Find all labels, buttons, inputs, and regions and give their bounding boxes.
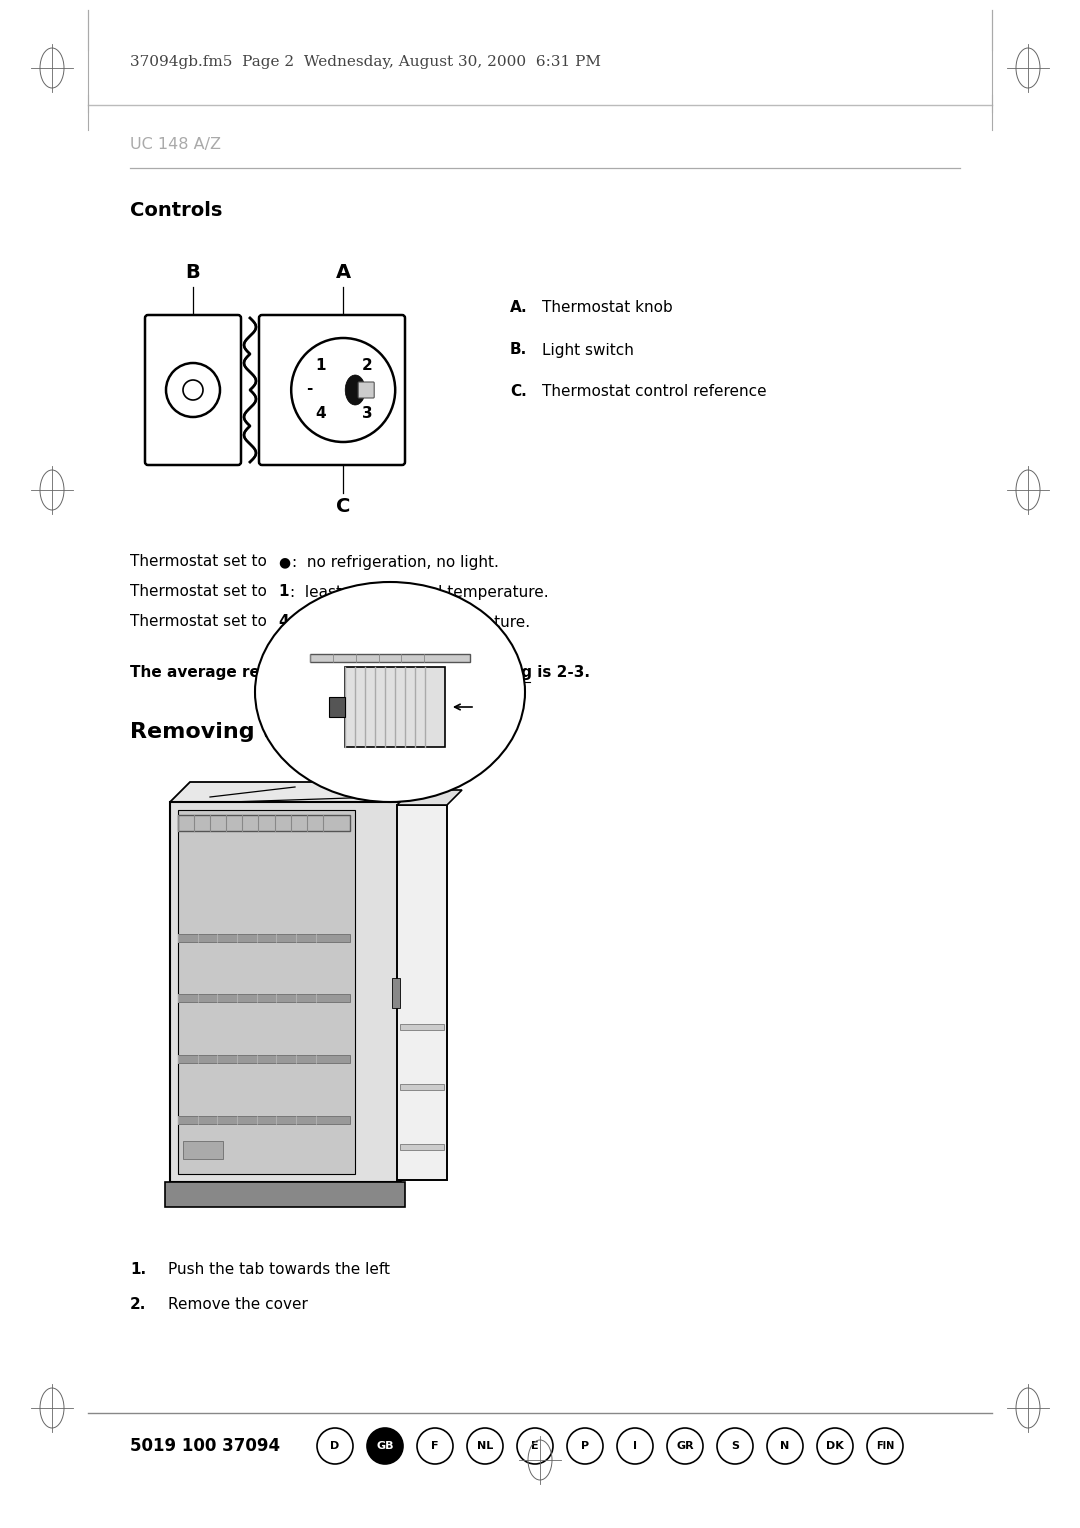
Circle shape [717,1429,753,1464]
Text: 2: 2 [362,359,373,373]
Bar [345,668,445,747]
Circle shape [667,1429,703,1464]
Text: :  coldest internal temperature.: : coldest internal temperature. [291,614,530,630]
Circle shape [567,1429,603,1464]
Text: 3: 3 [362,406,373,422]
Text: GB: GB [376,1441,394,1452]
Text: The average recommended thermostat setting is 2-3.: The average recommended thermostat setti… [130,665,590,680]
Text: C.: C. [510,385,527,399]
Circle shape [292,338,395,442]
Text: D: D [330,1441,339,1452]
Polygon shape [170,782,420,802]
Text: GR: GR [676,1441,693,1452]
Bar [165,1183,405,1207]
Bar [178,934,350,941]
Text: N: N [781,1441,789,1452]
Bar [178,1056,350,1063]
Circle shape [318,1429,353,1464]
Bar [183,1141,222,1160]
Bar [178,1115,350,1125]
FancyBboxPatch shape [145,315,241,465]
Bar [178,810,355,1174]
Ellipse shape [255,582,525,802]
Text: 1: 1 [315,359,326,373]
Text: Thermostat set to: Thermostat set to [130,555,272,570]
Text: Thermostat set to: Thermostat set to [130,614,272,630]
Text: Thermostat control reference: Thermostat control reference [542,385,767,399]
FancyBboxPatch shape [359,382,374,397]
Bar [178,814,350,831]
Bar [400,1144,444,1151]
Text: Remove the cover: Remove the cover [168,1297,308,1313]
Text: :  no refrigeration, no light.: : no refrigeration, no light. [292,555,499,570]
Circle shape [767,1429,804,1464]
Text: FIN: FIN [876,1441,894,1452]
Text: B.: B. [510,342,527,358]
Text: B: B [186,263,201,283]
Bar [329,697,345,717]
Circle shape [867,1429,903,1464]
Text: ●: ● [278,555,291,568]
FancyBboxPatch shape [259,315,405,465]
Text: NL: NL [477,1441,494,1452]
Text: 1.: 1. [130,1262,146,1277]
Text: Thermostat knob: Thermostat knob [542,301,673,315]
Text: DK: DK [826,1441,843,1452]
Text: A: A [336,263,351,283]
Bar [170,802,400,1183]
Text: Thermostat set to: Thermostat set to [130,585,272,599]
Text: Push the tab towards the left: Push the tab towards the left [168,1262,390,1277]
Polygon shape [400,782,420,1183]
Circle shape [367,1429,403,1464]
Text: -: - [307,380,312,396]
Text: Controls: Controls [130,200,222,220]
Circle shape [617,1429,653,1464]
Bar [400,1083,444,1089]
Circle shape [467,1429,503,1464]
Text: Light switch: Light switch [542,342,634,358]
Polygon shape [397,790,462,805]
Text: F: F [431,1441,438,1452]
Text: S: S [731,1441,739,1452]
Text: 37094gb.fm5  Page 2  Wednesday, August 30, 2000  6:31 PM: 37094gb.fm5 Page 2 Wednesday, August 30,… [130,55,600,69]
Circle shape [517,1429,553,1464]
Text: P: P [581,1441,589,1452]
Text: :  least cold internal temperature.: : least cold internal temperature. [291,585,549,599]
Text: UC 148 A/Z: UC 148 A/Z [130,138,221,153]
Text: 2.: 2. [130,1297,147,1313]
Text: I: I [633,1441,637,1452]
Bar [178,995,350,1002]
Text: 5019 100 37094: 5019 100 37094 [130,1436,280,1455]
Text: Removing the light diffuser: Removing the light diffuser [130,723,475,743]
Bar [400,1024,444,1030]
Text: E: E [531,1441,539,1452]
Bar [397,805,447,1180]
Ellipse shape [346,374,365,405]
Text: 4: 4 [315,406,326,422]
Circle shape [417,1429,453,1464]
Bar [392,978,400,1007]
Text: 1: 1 [278,585,288,599]
Bar [310,654,470,662]
Text: 4: 4 [278,614,288,630]
Text: A.: A. [510,301,528,315]
Circle shape [816,1429,853,1464]
Text: C: C [336,498,350,516]
